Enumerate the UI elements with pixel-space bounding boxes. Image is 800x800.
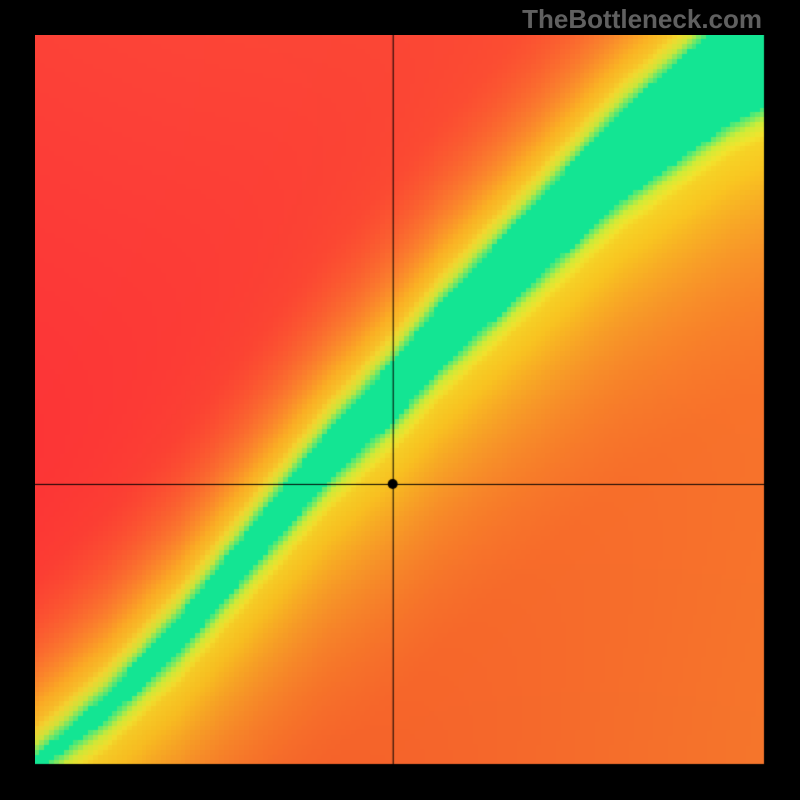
watermark-text: TheBottleneck.com	[522, 4, 762, 35]
bottleneck-heatmap	[35, 35, 765, 765]
